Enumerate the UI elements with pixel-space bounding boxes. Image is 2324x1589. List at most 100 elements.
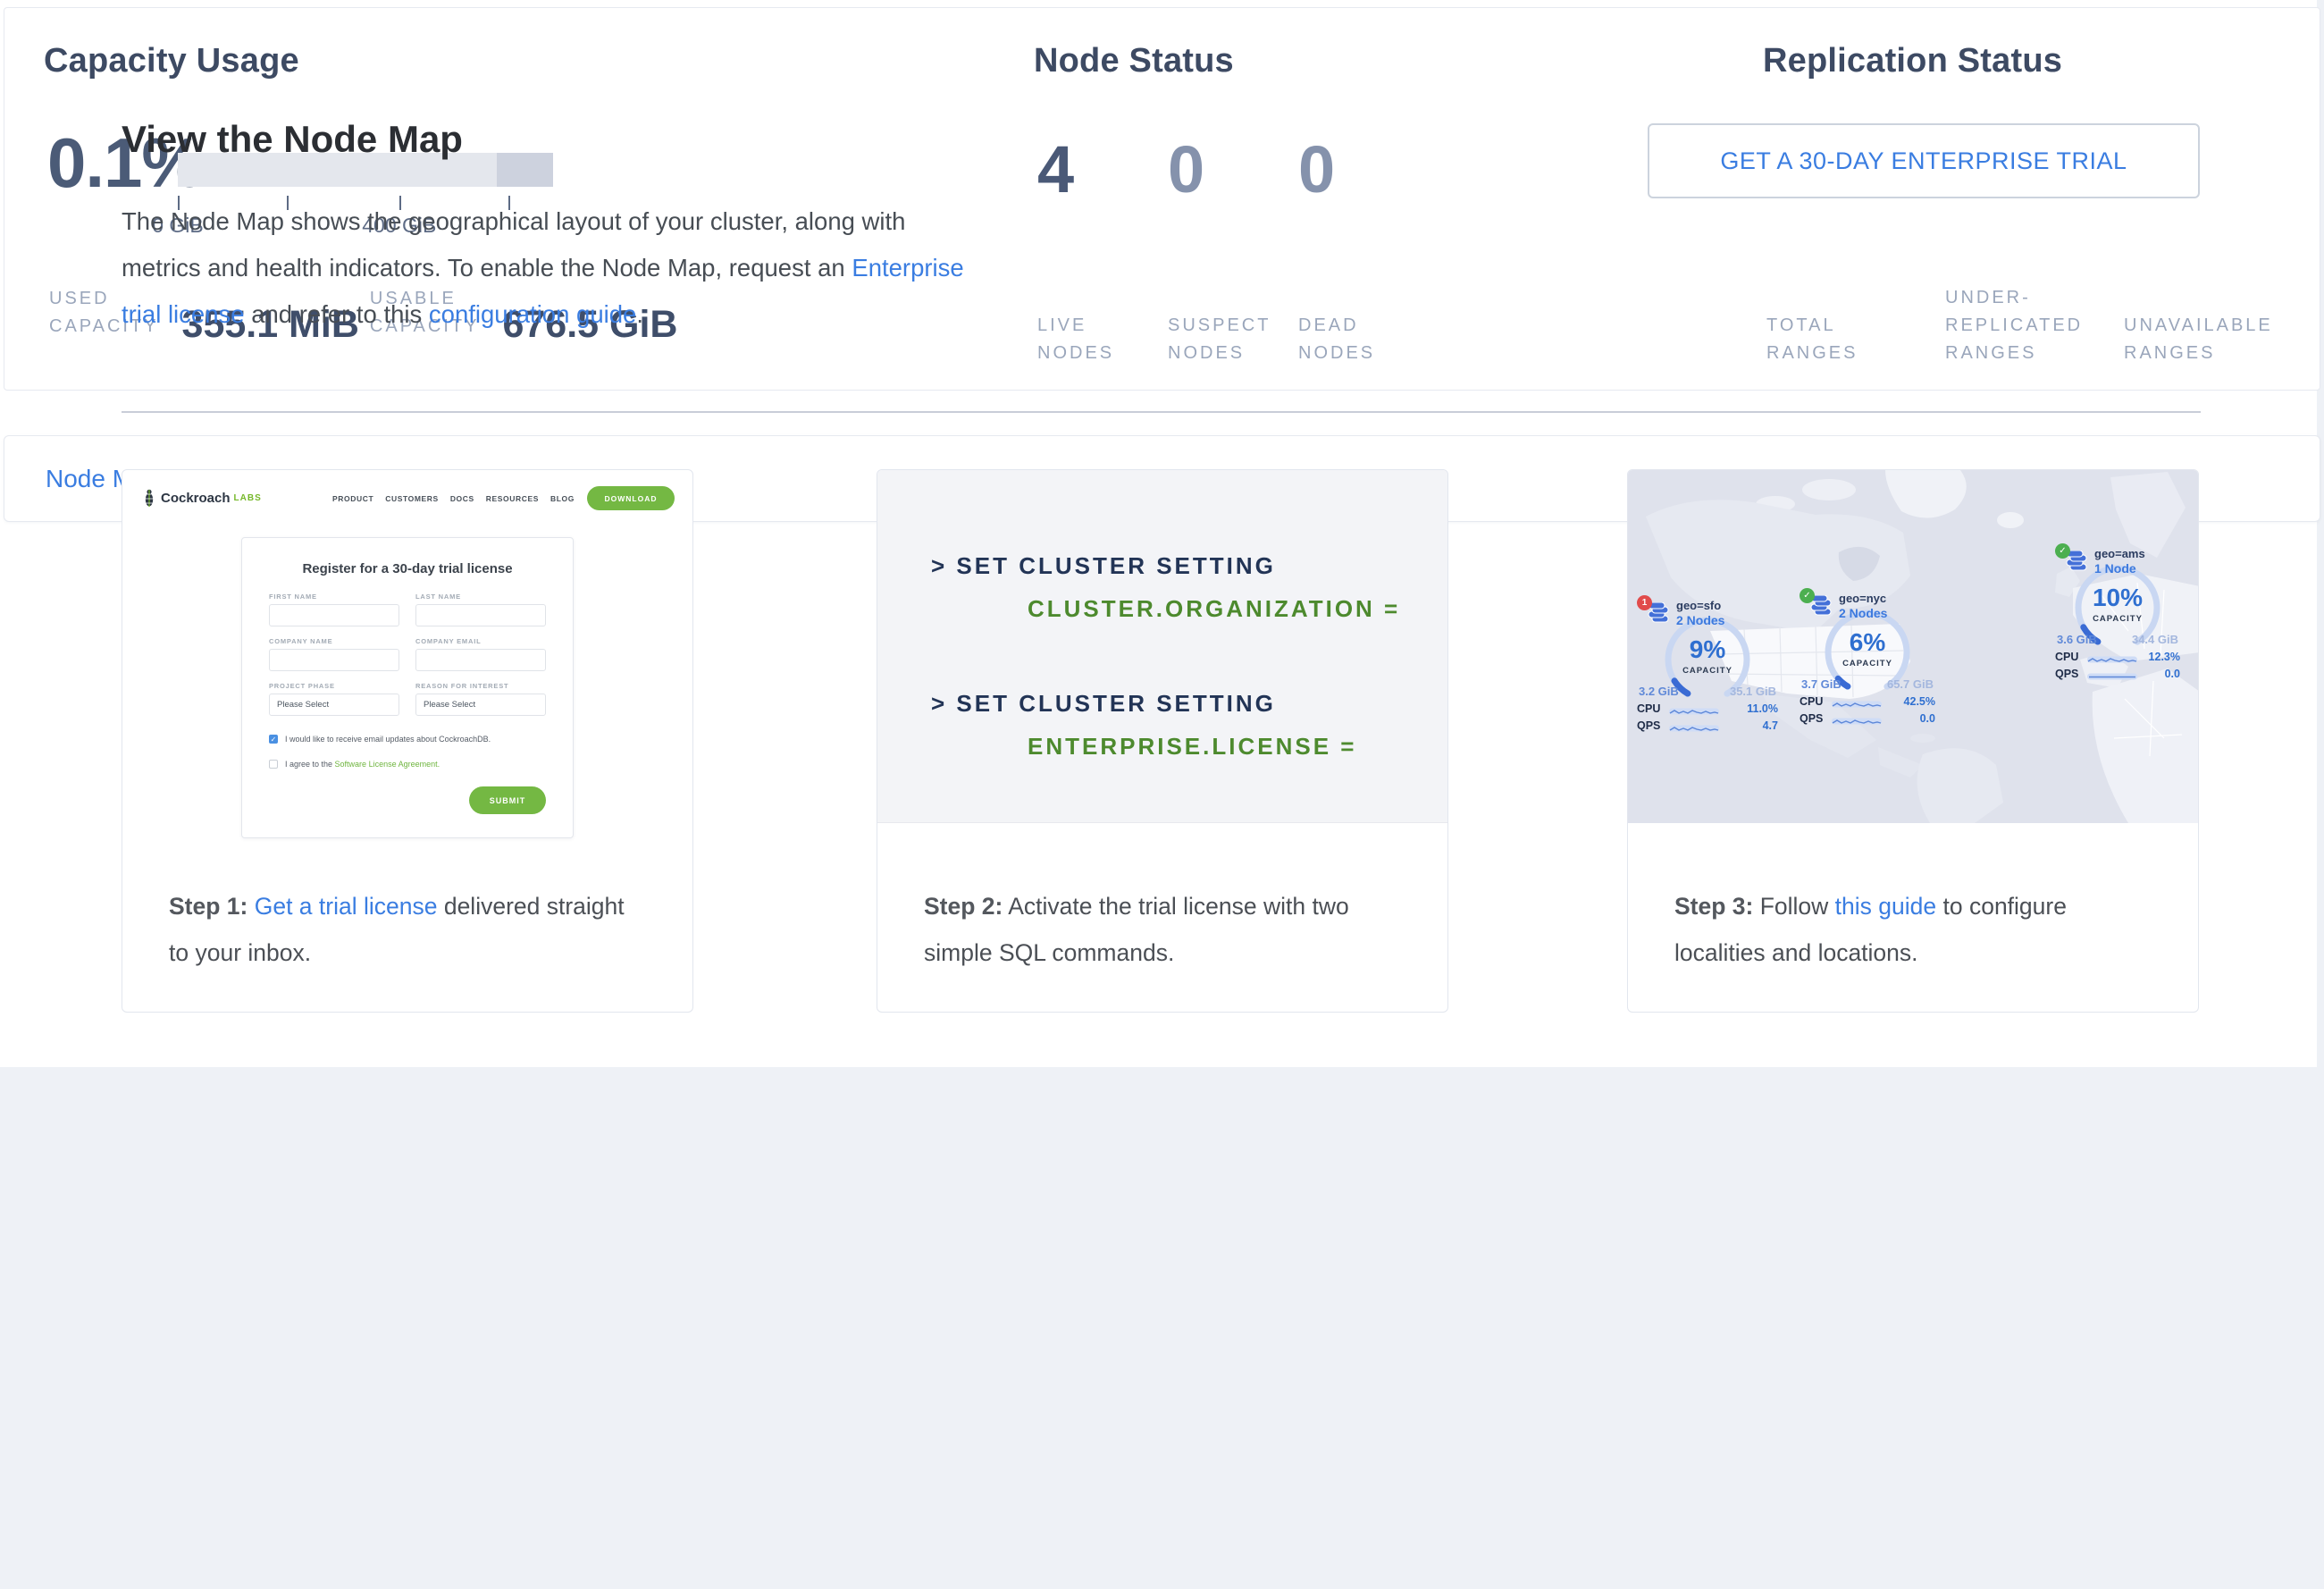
map-node-nyc: ✓ geo=nyc 2 Nodes 6% CAPACITY 3.7 GiB 65.7 GiB… bbox=[1800, 588, 1935, 725]
mini-form-field: COMPANY NAME bbox=[269, 637, 399, 671]
map-node-capacity-range: 3.6 GiB 34.4 GiB bbox=[2055, 633, 2180, 646]
metric-label: QPS bbox=[1800, 712, 1824, 725]
capacity-usage-title: Capacity Usage bbox=[44, 42, 299, 80]
mini-form-field: LAST NAME bbox=[415, 593, 546, 626]
sql-line: CLUSTER.ORGANIZATION = bbox=[1028, 595, 1401, 622]
gauge-percent: 10% bbox=[2093, 584, 2143, 611]
mini-submit-row: SUBMIT bbox=[269, 786, 546, 814]
text-segment: Follow bbox=[1753, 893, 1835, 920]
mini-select: Please Select bbox=[269, 694, 399, 716]
text-segment: delivered straight to your inbox. bbox=[169, 893, 625, 966]
link[interactable]: Get a trial license bbox=[254, 893, 438, 920]
enterprise-trial-button[interactable]: GET A 30-DAY ENTERPRISE TRIAL bbox=[1648, 123, 2200, 198]
map-node-capacity-range: 3.2 GiB 35.1 GiB bbox=[1637, 685, 1778, 698]
stat-value: 4 bbox=[1037, 132, 1075, 206]
map-node-overlays: 1 geo=sfo 2 Nodes 9% CAPACITY 3.2 GiB 35.1 GiB… bbox=[1628, 470, 2198, 823]
mini-download-button: DOWNLOAD bbox=[587, 486, 675, 510]
mini-checkbox-label: I would like to receive email updates ab… bbox=[285, 734, 491, 745]
metric-sparkline bbox=[2087, 669, 2160, 680]
step-3-caption: Step 3: Follow this guide to configure l… bbox=[1628, 883, 2198, 976]
node-status-title: Node Status bbox=[1034, 42, 1234, 80]
capacity-percent: 0.1% bbox=[47, 123, 204, 202]
map-node-metric-row: CPU 42.5% bbox=[1800, 695, 1935, 708]
text-segment: Step 2: bbox=[924, 893, 1003, 920]
metric-label: CPU bbox=[2055, 651, 2079, 663]
metric-value: 4.7 bbox=[1762, 719, 1778, 732]
step-1-caption: Step 1: Get a trial license delivered st… bbox=[122, 883, 692, 976]
mini-submit-button: SUBMIT bbox=[469, 786, 546, 814]
map-node-locality: geo=ams bbox=[2094, 547, 2145, 560]
gauge-word: CAPACITY bbox=[1682, 666, 1733, 676]
metric-value: 0.0 bbox=[1919, 712, 1935, 725]
step-2-caption: Step 2: Activate the trial license with … bbox=[877, 883, 1447, 976]
capacity-stats: USED CAPACITY 355.1 MiB USABLE CAPACITY 676… bbox=[49, 285, 688, 344]
map-node-header: ✓ geo=nyc 2 Nodes bbox=[1800, 588, 1935, 629]
capacity-used-value: 3.7 GiB bbox=[1801, 677, 1842, 691]
sparkline-icon bbox=[1832, 718, 1882, 725]
text-segment: . bbox=[636, 300, 643, 328]
node-map-illustration: 1 geo=sfo 2 Nodes 9% CAPACITY 3.2 GiB 35.1 GiB… bbox=[1628, 470, 2198, 823]
axis-tick bbox=[286, 196, 289, 210]
health-check-icon: ✓ bbox=[1800, 588, 1815, 603]
mini-form-fields: FIRST NAME LAST NAME COMPANY NAME COMPANY E… bbox=[269, 593, 546, 716]
capacity-bar bbox=[178, 153, 553, 187]
mini-field-label: COMPANY NAME bbox=[269, 637, 333, 645]
metric-sparkline bbox=[1832, 714, 1915, 725]
node-status-section: Node Status 4 LIVE NODES 0 SUSPECT NODES 0 DE… bbox=[1034, 8, 1659, 390]
mini-form-field: REASON FOR INTEREST Please Select bbox=[415, 682, 546, 716]
mini-checkbox-row: ✓ I would like to receive email updates a… bbox=[269, 734, 546, 745]
map-node-count: 2 Nodes bbox=[1839, 606, 1888, 620]
link[interactable]: Enterprise trial license bbox=[122, 254, 964, 328]
gauge-word: CAPACITY bbox=[2093, 614, 2143, 624]
sparkline-icon bbox=[2087, 673, 2137, 680]
checkbox-icon bbox=[269, 760, 278, 769]
capacity-used-value: 3.6 GiB bbox=[2057, 633, 2097, 646]
sql-commands-illustration: > SET CLUSTER SETTING CLUSTER.ORGANIZATIO… bbox=[877, 470, 1447, 823]
database-nodes-icon bbox=[1810, 595, 1832, 616]
cockroach-labs-logo: Cockroach LABS bbox=[142, 489, 262, 508]
map-node-names: geo=nyc 2 Nodes bbox=[1839, 592, 1887, 620]
map-node-names: geo=ams 1 Node bbox=[2094, 547, 2145, 576]
map-node-sfo: 1 geo=sfo 2 Nodes 9% CAPACITY 3.2 GiB 35.1 GiB… bbox=[1637, 595, 1778, 732]
mini-form-checkboxes: ✓ I would like to receive email updates a… bbox=[269, 734, 546, 770]
dead-node-badge: 1 bbox=[1637, 595, 1652, 610]
map-node-metric-row: QPS 0.0 bbox=[1800, 712, 1935, 725]
link[interactable]: this guide bbox=[1834, 893, 1937, 920]
stat-block: 0 SUSPECT NODES bbox=[1168, 133, 1298, 367]
mini-nav-item: CUSTOMERS bbox=[385, 493, 439, 503]
metric-sparkline bbox=[1669, 721, 1758, 732]
mini-logo-name: Cockroach bbox=[161, 491, 231, 506]
mini-nav-item: DOCS bbox=[449, 493, 474, 503]
map-node-ams: ✓ geo=ams 1 Node 10% CAPACITY 3.6 GiB 34.4 GiB… bbox=[2055, 543, 2180, 680]
capacity-bar-segment bbox=[497, 153, 553, 187]
text-segment: The Node Map shows the geographical layo… bbox=[122, 207, 906, 282]
mini-nav-item: RESOURCES bbox=[485, 493, 540, 503]
capacity-usage-section: Capacity Usage 0.1% 0 GiB 400 GiB USED CA… bbox=[44, 8, 991, 390]
mini-field-label: LAST NAME bbox=[415, 593, 461, 601]
gauge-percent: 6% bbox=[1850, 628, 1886, 656]
mini-text-input bbox=[269, 649, 399, 671]
map-node-header: 1 geo=sfo 2 Nodes bbox=[1637, 595, 1778, 636]
capacity-gauge: 6% CAPACITY bbox=[1825, 610, 1910, 695]
map-node-capacity-range: 3.7 GiB 65.7 GiB bbox=[1800, 677, 1935, 691]
sql-line: > SET CLUSTER SETTING bbox=[931, 690, 1276, 717]
stat-label: SUSPECT NODES bbox=[1168, 315, 1271, 363]
axis-tick-label: 400 GiB bbox=[362, 214, 437, 237]
axis-tick bbox=[399, 196, 401, 210]
stat-block: 4 LIVE NODES bbox=[1037, 133, 1168, 367]
mini-site-nav: PRODUCT CUSTOMERS DOCS RESOURCES BLOG bbox=[332, 494, 575, 503]
capacity-gauge: 9% CAPACITY bbox=[1665, 617, 1750, 702]
metric-value: 0.0 bbox=[2164, 668, 2180, 680]
link[interactable]: configuration guide bbox=[428, 300, 637, 328]
text-segment: Step 1: bbox=[169, 893, 248, 920]
text-segment: Step 3: bbox=[1674, 893, 1754, 920]
mini-registration-form: Register for a 30-day trial license FIRS… bbox=[241, 537, 574, 838]
sparkline-icon bbox=[1669, 708, 1719, 715]
capacity-total-value: 35.1 GiB bbox=[1729, 685, 1776, 698]
cluster-summary-panel: Capacity Usage 0.1% 0 GiB 400 GiB USED CA… bbox=[4, 7, 2320, 391]
gauge-word: CAPACITY bbox=[1842, 659, 1892, 668]
node-status-stats: 4 LIVE NODES 0 SUSPECT NODES 0 DEAD NODES bbox=[1037, 133, 1429, 367]
metric-label: CPU bbox=[1800, 695, 1824, 708]
mini-checkbox-row: I agree to the Software License Agreemen… bbox=[269, 759, 546, 770]
